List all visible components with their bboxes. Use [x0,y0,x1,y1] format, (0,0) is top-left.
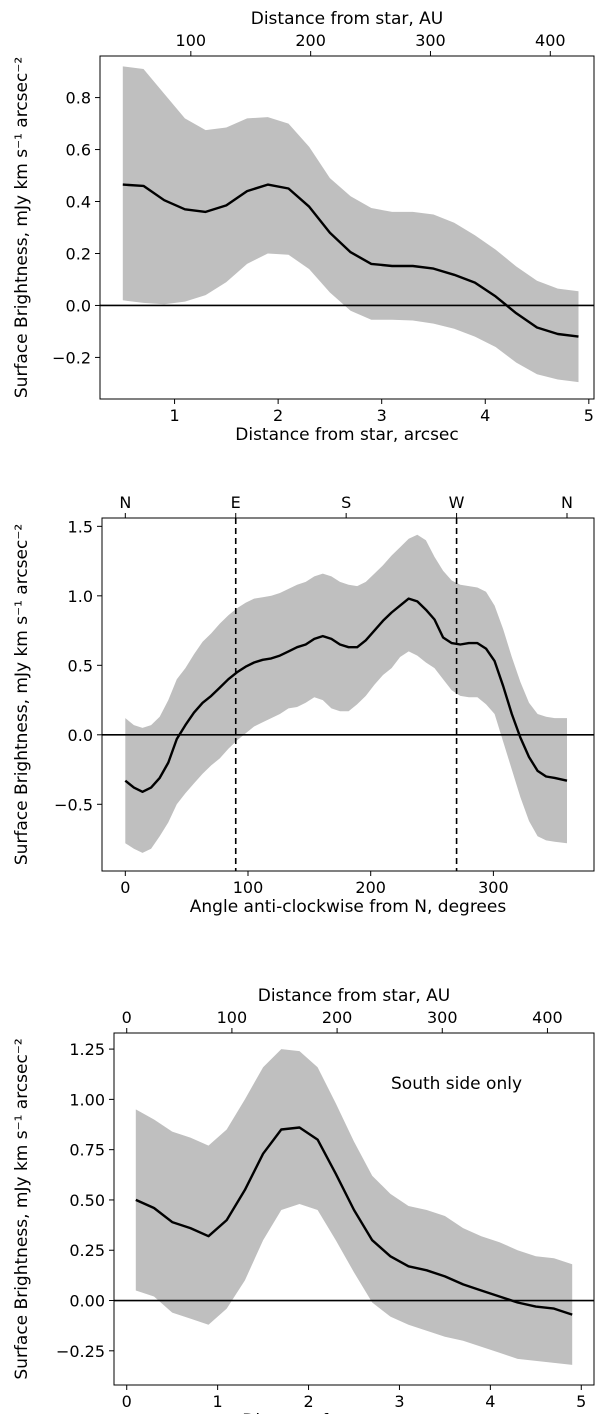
top-tick-label: 300 [415,31,446,50]
y-axis-label: Surface Brightness, mJy km s⁻¹ arcsec⁻² [12,524,32,865]
y-tick-label: −0.2 [52,348,91,367]
y-tick-label: 0.75 [69,1141,105,1160]
x-tick-label: 1 [169,406,179,425]
series-line [135,1126,573,1316]
top-tick-label: 100 [176,31,207,50]
x-tick-label: 3 [394,1392,404,1411]
x-tick-label: 300 [478,878,509,897]
x-axis-label: Distance from star, arcsec [242,1411,465,1414]
y-tick-label: 1.25 [69,1040,105,1059]
top-axis-label: Distance from star, AU [258,986,451,1006]
top-tick-label: 400 [535,31,566,50]
top-tick-label: 200 [295,31,326,50]
y-tick-label: 0.5 [68,656,93,675]
x-axis-label: Angle anti-clockwise from N, degrees [190,897,507,917]
y-tick-label: 0.0 [68,726,93,745]
top-tick-label: 400 [532,1008,563,1027]
uncertainty-band [125,534,568,853]
axes-frame [113,1032,595,1386]
y-tick-label: 0.8 [66,89,91,108]
top-tick-label: 0 [122,1008,132,1027]
x-tick-label: 2 [303,1392,313,1411]
y-tick-label: 0.2 [66,244,91,263]
x-tick-label: 1 [213,1392,223,1411]
y-tick-label: 0.6 [66,141,91,160]
series-line [124,597,568,793]
x-axis-label: Distance from star, arcsec [235,425,458,445]
x-tick-label: 0 [122,1392,132,1411]
y-tick-label: 0.25 [69,1241,105,1260]
top-tick-label: S [341,493,351,512]
y-tick-label: 0.0 [66,296,91,315]
uncertainty-band [122,66,579,383]
top-tick-label: 300 [427,1008,458,1027]
top-tick-label: E [231,493,241,512]
top-tick-label: N [119,493,131,512]
y-tick-label: −0.5 [54,795,93,814]
x-tick-label: 5 [576,1392,586,1411]
axes-frame [101,517,595,872]
y-axis-label: Surface Brightness, mJy km s⁻¹ arcsec⁻² [12,57,32,398]
top-axis-label: Distance from star, AU [251,9,444,29]
axes-frame [99,55,595,400]
x-tick-label: 200 [355,878,386,897]
y-tick-label: −0.25 [56,1342,105,1361]
x-tick-label: 4 [480,406,490,425]
top-tick-label: 100 [217,1008,248,1027]
panel-azimuthal-profile: 0 100 200 300 −0.5 0.0 0.5 1.0 1.5 N E S W N Angle ant… [12,493,595,917]
top-tick-label: W [449,493,465,512]
y-tick-label: 1.5 [68,517,93,536]
x-tick-label: 0 [120,878,130,897]
top-tick-label: 200 [322,1008,353,1027]
x-tick-label: 3 [377,406,387,425]
panel-radial-profile: 1 2 3 4 5 −0.2 0.0 0.2 0.4 0.6 0.8 100 200 300 400 Dist… [12,9,595,445]
series-line [122,183,579,338]
uncertainty-band [135,1049,573,1365]
x-tick-label: 100 [233,878,264,897]
y-tick-label: 0.00 [69,1292,105,1311]
x-tick-label: 5 [584,406,594,425]
y-tick-label: 0.50 [69,1191,105,1210]
panel-south-side-profile: 0 1 2 3 4 5 −0.25 0.00 0.25 0.50 0.75 1.00 1.25 0 100 2… [12,986,595,1414]
x-tick-label: 4 [485,1392,495,1411]
panel-annotation: South side only [391,1074,522,1094]
top-tick-label: N [561,493,573,512]
y-tick-label: 0.4 [66,193,91,212]
y-tick-label: 1.0 [68,587,93,606]
x-tick-label: 2 [273,406,283,425]
y-axis-label: Surface Brightness, mJy km s⁻¹ arcsec⁻² [12,1038,32,1379]
y-tick-label: 1.00 [69,1090,105,1109]
